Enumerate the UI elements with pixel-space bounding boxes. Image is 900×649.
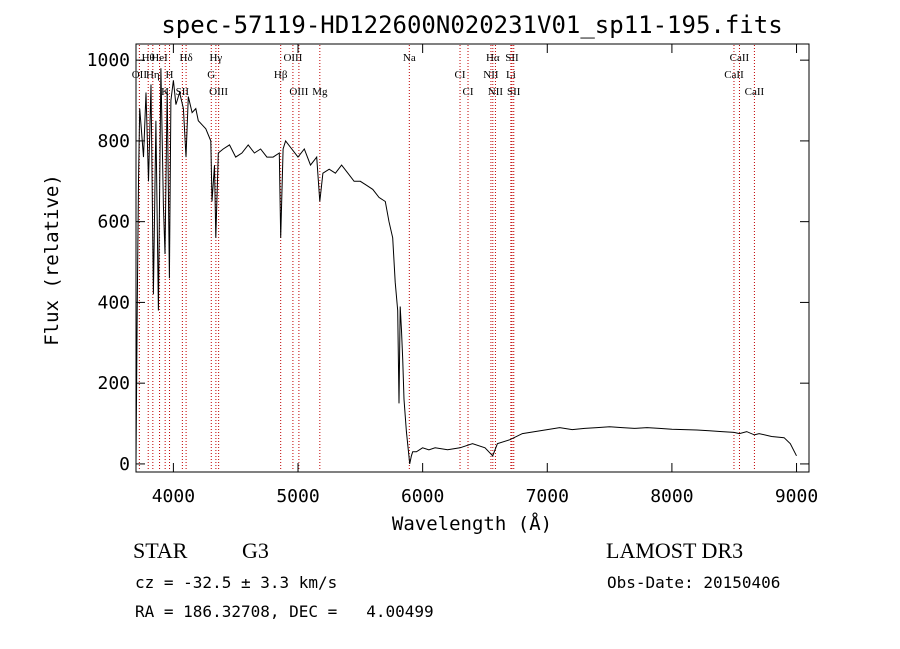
spectral-line-label: Li [506,69,516,81]
spectrum-line [135,68,797,465]
x-tick-label: 8000 [650,486,693,507]
y-tick-label: 800 [97,131,130,152]
spectral-line-label: Na [403,52,416,64]
x-tick-label: 4000 [152,486,195,507]
spectral-line-label: Hδ [180,52,193,64]
chart-title: spec-57119-HD122600N020231V01_sp11-195.f… [161,11,782,39]
spectral-line-label: OII [132,69,148,81]
plot-frame [135,43,810,473]
y-axis: 0 200 400 600 800 1000 [87,50,809,475]
x-axis: 4000 5000 6000 7000 8000 9000 [152,44,818,507]
y-axis-label: Flux (relative) [41,174,63,346]
spectral-line-label: Hθ [142,52,155,64]
redshift-info: cz = -32.5 ± 3.3 km/s [135,573,338,592]
spectral-line-labels: HθOIIKHeIHηSIIHδHOIIIHγGOIIIOIIIHβMgNaCI… [132,52,765,98]
spectral-line-label: K [161,86,169,98]
spectral-line-label: G [207,69,215,81]
spectral-line-markers [138,45,755,471]
spectral-line-label: OIII [289,86,308,98]
survey-name: LAMOST DR3 [606,538,744,563]
y-tick-label: 200 [97,373,130,394]
spectral-line-label: CaII [745,86,765,98]
x-axis-label: Wavelength (Å) [392,512,552,535]
spectral-line-label: CI [455,69,466,81]
spectral-line-label: SII [507,86,521,98]
spectral-line-label: OIII [209,86,228,98]
spectral-line-label: Mg [312,86,328,98]
spectral-line-label: Hβ [274,69,288,81]
spectral-line-label: NII [483,69,499,81]
y-tick-label: 1000 [87,50,130,71]
object-subclass: G3 [242,538,269,563]
spectral-line-label: Hγ [209,52,222,64]
spectral-line-label: Hη [146,69,160,81]
y-tick-label: 600 [97,212,130,233]
object-class: STAR [133,538,188,563]
spectral-line-label: CaII [730,52,750,64]
x-tick-label: 9000 [775,486,818,507]
spectral-line-label: H [166,69,174,81]
spectral-line-label: SII [176,86,190,98]
spectral-line-label: HeI [151,52,168,64]
y-tick-label: 400 [97,292,130,313]
spectral-line-label: CaII [724,69,744,81]
x-tick-label: 7000 [526,486,569,507]
spectral-line-label: OIII [283,52,302,64]
x-tick-label: 6000 [401,486,444,507]
spectral-line-label: SII [505,52,519,64]
observation-date: Obs-Date: 20150406 [607,573,781,592]
coordinates-info: RA = 186.32708, DEC = 4.00499 [135,602,434,621]
spectral-line-label: CI [463,86,474,98]
spectral-line-label: Hα [486,52,500,64]
spectral-line-label: NII [488,86,504,98]
x-tick-label: 5000 [276,486,319,507]
y-tick-label: 0 [119,454,130,475]
